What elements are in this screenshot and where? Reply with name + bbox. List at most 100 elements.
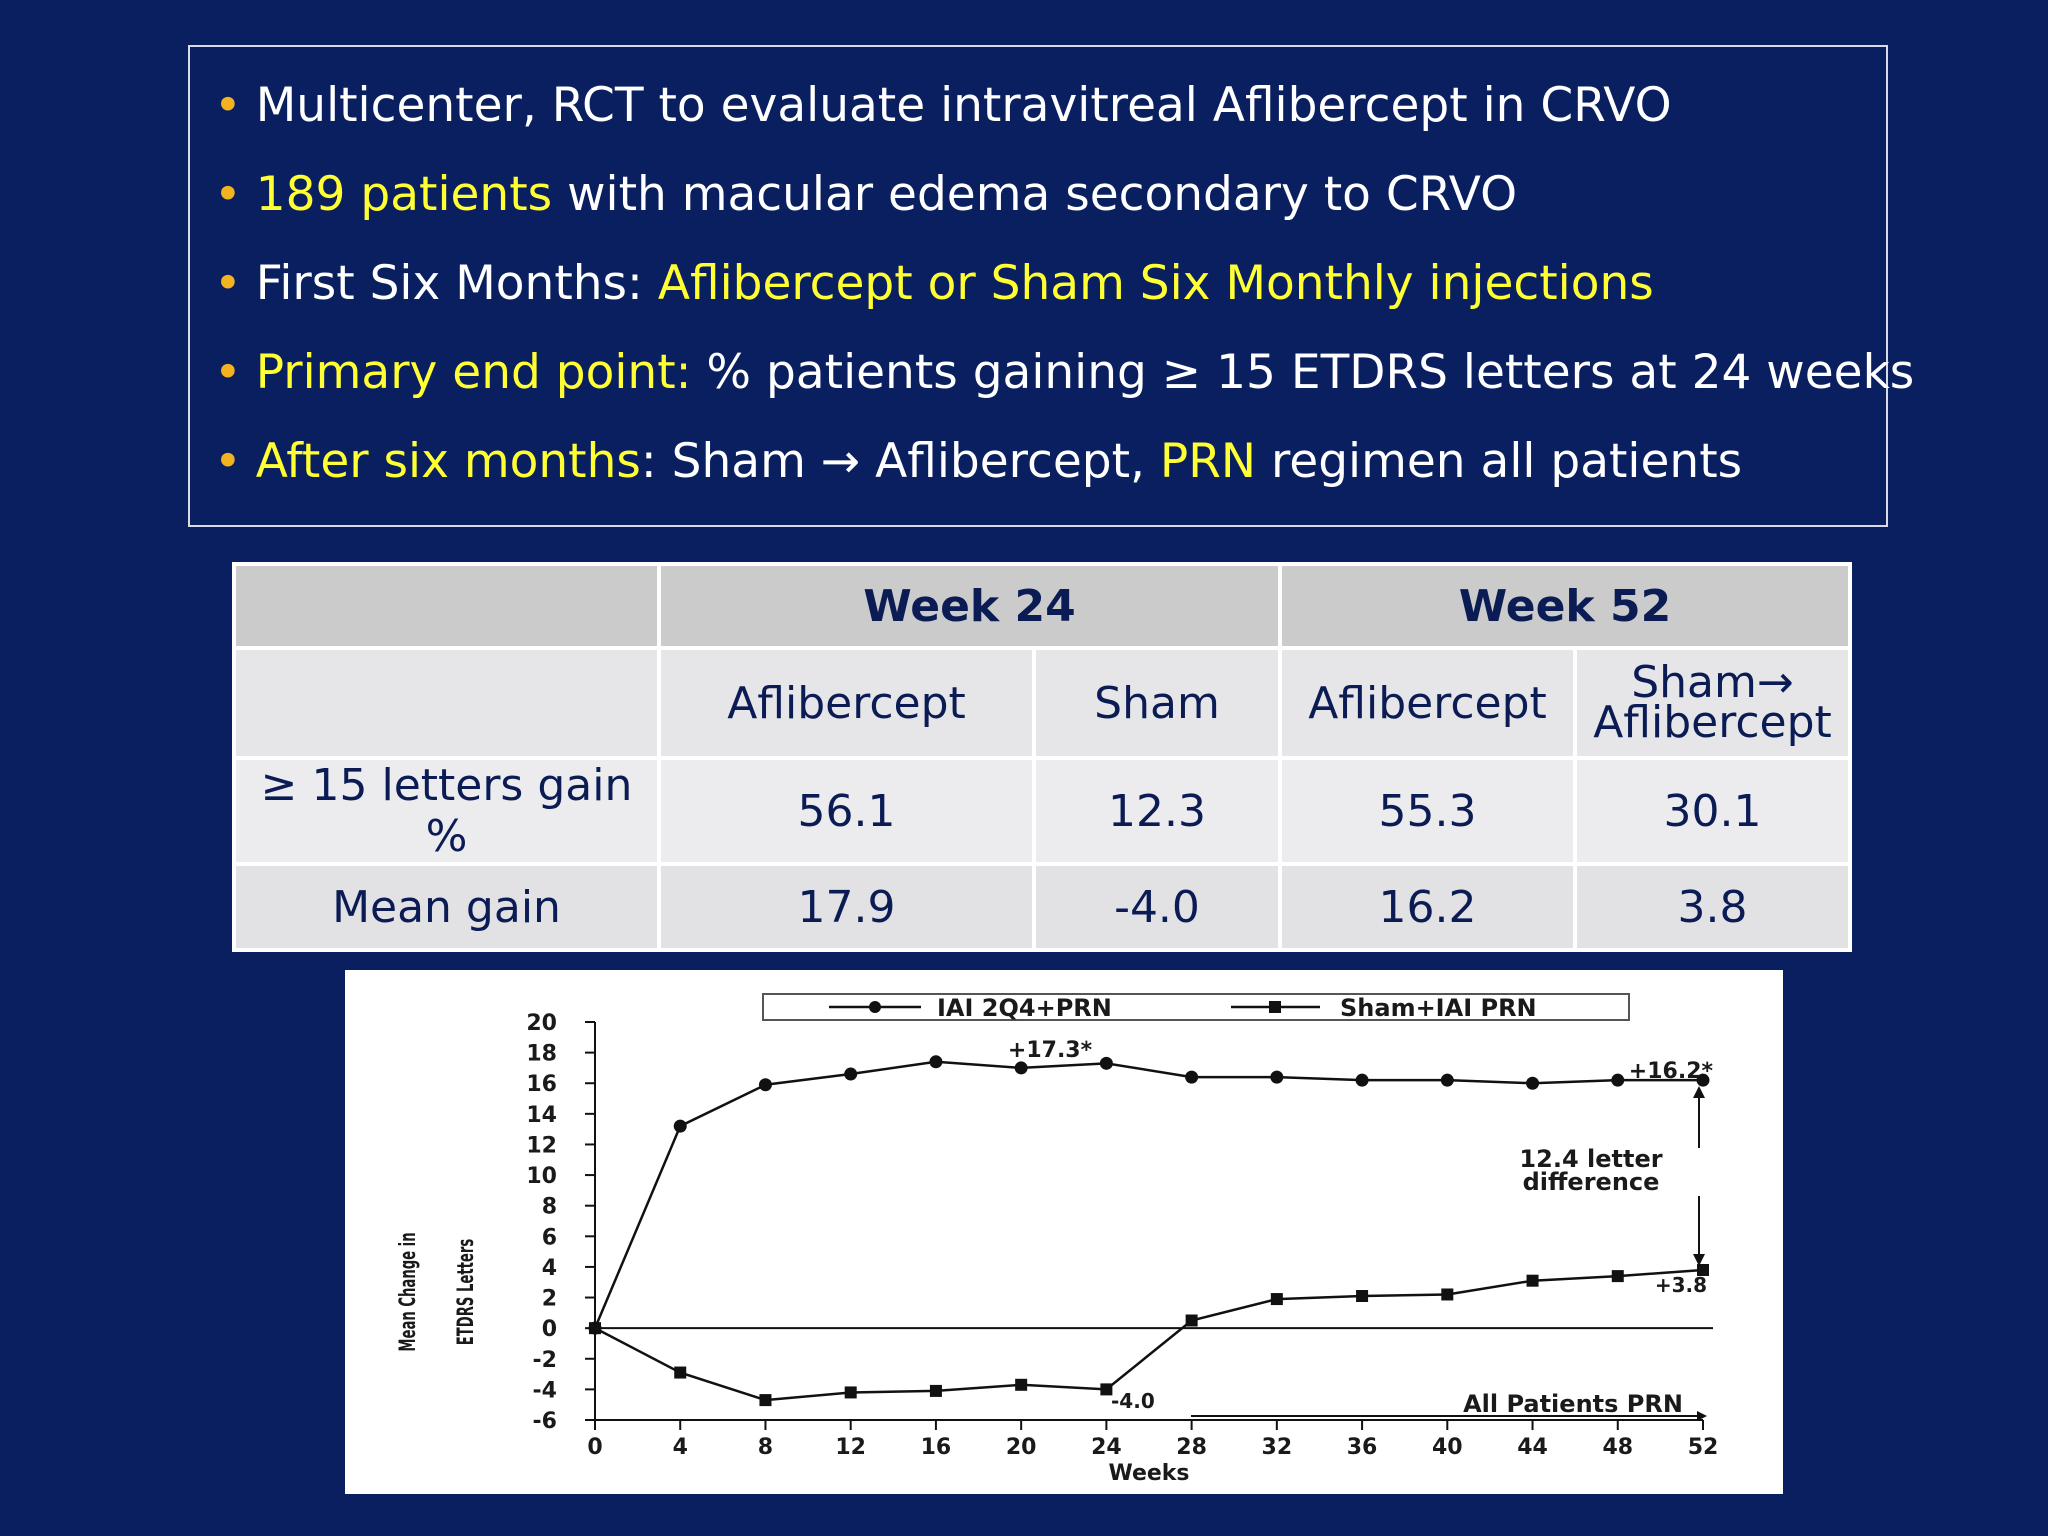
table-row: Mean gain 17.9 -4.0 16.2 3.8	[232, 862, 1852, 952]
y-tick-label: -2	[533, 1348, 557, 1373]
data-point-sham	[1100, 1383, 1113, 1396]
y-axis-title-line1: Mean Change in	[396, 1232, 421, 1351]
data-point-sham	[1185, 1314, 1198, 1327]
subheader-aflibercept-w24: Aflibercept	[657, 646, 1036, 760]
x-tick-label: 32	[1262, 1435, 1293, 1460]
header-week-52: Week 52	[1278, 562, 1852, 650]
data-point-sham	[844, 1386, 857, 1399]
row-label: Mean gain	[232, 862, 661, 952]
y-tick-label: 2	[542, 1287, 557, 1312]
table-cell: 12.3	[1032, 756, 1282, 866]
y-tick-label: 4	[542, 1256, 557, 1281]
bullet-text: First Six Months:	[255, 256, 658, 311]
y-tick-label: 10	[526, 1164, 557, 1189]
data-point-iai	[1270, 1070, 1284, 1084]
data-point-iai	[1099, 1056, 1113, 1070]
x-tick-label: 8	[758, 1435, 773, 1460]
bullet-dot-icon: •	[214, 345, 242, 400]
bullet-item: • First Six Months: Aflibercept or Sham S…	[214, 239, 1886, 328]
data-point-sham	[589, 1322, 601, 1335]
subheader-aflibercept-w52: Aflibercept	[1278, 646, 1577, 760]
y-tick-label: -6	[533, 1409, 557, 1434]
data-point-sham	[1526, 1274, 1539, 1287]
bullet-dot-icon: •	[214, 78, 242, 133]
annotation-peak: +17.3*	[1008, 1038, 1093, 1063]
bullet-item: • Multicenter, RCT to evaluate intravitre…	[214, 61, 1886, 150]
y-tick-label: 16	[526, 1072, 557, 1097]
bullet-item: • After six months: Sham → Aflibercept, P…	[214, 417, 1886, 506]
study-summary-box: • Multicenter, RCT to evaluate intravitre…	[188, 45, 1914, 527]
data-point-iai	[1185, 1070, 1199, 1084]
data-point-sham	[1015, 1378, 1028, 1391]
subheader-empty-cell	[232, 646, 661, 760]
y-tick-label: 20	[526, 1011, 557, 1036]
annotation-end-sham: +3.8	[1655, 1273, 1707, 1297]
bullet-dot-icon: •	[214, 434, 242, 489]
x-tick-label: 40	[1432, 1435, 1463, 1460]
annotation-prn-label: All Patients PRN	[1463, 1390, 1683, 1418]
data-point-iai	[844, 1067, 858, 1081]
bullet-text: 189 patients	[255, 167, 553, 222]
chart-svg: IAI 2Q4+PRN Sham+IAI PRN Mean Change in …	[396, 993, 1718, 1486]
data-point-iai	[1440, 1073, 1454, 1087]
data-point-iai	[1696, 1073, 1710, 1087]
data-point-iai	[1611, 1073, 1625, 1087]
x-tick-label: 4	[673, 1435, 688, 1460]
table-cell: 55.3	[1278, 756, 1577, 866]
x-tick-label: 24	[1091, 1435, 1122, 1460]
table-cell: -4.0	[1032, 862, 1282, 952]
table-cell: 3.8	[1573, 862, 1852, 952]
y-tick-label: 6	[542, 1225, 557, 1250]
bullet-text: PRN	[1159, 434, 1257, 489]
bullet-text: After six months	[255, 434, 641, 489]
bullet-dot-icon: •	[214, 256, 242, 311]
y-tick-label: 14	[526, 1103, 557, 1128]
table-cell: 56.1	[657, 756, 1036, 866]
legend-label-iai: IAI 2Q4+PRN	[937, 994, 1112, 1022]
data-point-sham	[1441, 1288, 1454, 1301]
header-empty-cell	[232, 562, 661, 650]
prn-arrowhead	[1697, 1411, 1707, 1421]
y-tick-label: 18	[526, 1042, 557, 1067]
x-tick-label: 52	[1688, 1435, 1719, 1460]
bullet-text: Multicenter, RCT to evaluate intravitrea…	[255, 78, 1672, 133]
bullet-text: regimen all patients	[1256, 434, 1743, 489]
x-tick-label: 28	[1176, 1435, 1207, 1460]
bullet-text: Primary end point:	[255, 345, 692, 400]
annotation-difference-line1: 12.4 letter	[1519, 1145, 1662, 1173]
etdrs-line-chart: IAI 2Q4+PRN Sham+IAI PRN Mean Change in …	[345, 970, 1783, 1494]
subheader-aflibercept-text: Aflibercept	[1593, 697, 1832, 748]
y-tick-label: 12	[526, 1133, 557, 1158]
difference-arrowhead-up	[1693, 1086, 1705, 1098]
y-tick-label: 0	[542, 1317, 557, 1342]
subheader-sham-arrow-text: Sham→	[1631, 657, 1794, 708]
bullet-text: Aflibercept or Sham Six Monthly injectio…	[657, 256, 1654, 311]
legend-box	[762, 993, 1630, 1021]
annotation-difference-line2: difference	[1523, 1168, 1660, 1196]
results-table: Week 24 Week 52 Aflibercept Sham Afliber…	[232, 562, 1852, 952]
x-tick-label: 48	[1602, 1435, 1633, 1460]
data-point-iai	[1355, 1073, 1369, 1087]
data-point-sham	[1611, 1270, 1624, 1283]
data-point-sham	[759, 1394, 772, 1407]
y-axis-title-line2: ETDRS Letters	[454, 1239, 479, 1345]
data-point-iai	[1014, 1061, 1028, 1075]
table-header-row: Week 24 Week 52	[232, 562, 1852, 650]
x-tick-label: 12	[835, 1435, 866, 1460]
bullet-text: : Sham → Aflibercept,	[640, 434, 1160, 489]
series-line-iai	[593, 1060, 1703, 1329]
data-point-iai	[929, 1055, 943, 1069]
bullet-item: • Primary end point: % patients gaining ≥…	[214, 328, 1914, 417]
subheader-sham-w24: Sham	[1032, 646, 1282, 760]
table-cell: 16.2	[1278, 862, 1577, 952]
x-tick-label: 0	[587, 1435, 602, 1460]
bullet-item: • 189 patients with macular edema seconda…	[214, 150, 1886, 239]
bullet-text: with macular edema secondary to CRVO	[552, 167, 1518, 222]
data-point-iai	[673, 1119, 687, 1133]
bullet-text: % patients gaining ≥ 15 ETDRS letters at…	[691, 345, 1915, 400]
data-point-iai	[1526, 1076, 1540, 1090]
table-cell: 30.1	[1573, 756, 1852, 866]
x-axis-title: Weeks	[1108, 1461, 1189, 1486]
table-row: ≥ 15 letters gain % 56.1 12.3 55.3 30.1	[232, 756, 1852, 866]
